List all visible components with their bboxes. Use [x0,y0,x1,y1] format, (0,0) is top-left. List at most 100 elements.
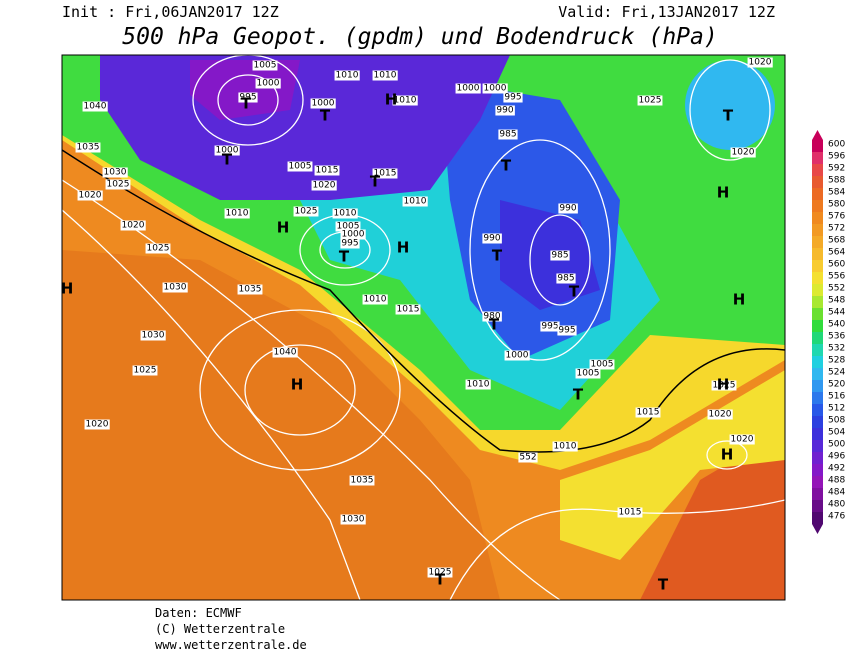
legend-swatch [812,476,823,488]
legend-swatch [812,284,823,296]
legend-swatch [812,320,823,332]
isobar-label-bg [498,129,518,140]
legend-level: 556 [828,272,845,282]
pressure-center: T [501,157,512,175]
isobar-label: 1030 [164,283,187,293]
legend-arrow-top [812,130,823,140]
legend-level: 500 [828,440,845,450]
legend-swatch [812,236,823,248]
isobar-label-bg [102,167,128,178]
legend-swatch [812,152,823,164]
isobar-label-bg [349,475,375,486]
isobar-label: 1035 [77,143,100,153]
pressure-center: T [489,316,500,334]
isobar-label: 1005 [289,162,312,172]
pressure-center: T [435,571,446,589]
legend-swatch [812,260,823,272]
isobar-label-bg [140,330,166,341]
isobar-label-bg [272,347,298,358]
isobar-label: 1020 [313,181,336,191]
pressure-center: T [339,248,350,266]
isobar-label-bg [589,359,615,370]
isobar-label-bg [729,434,755,445]
pressure-center: T [573,386,584,404]
isobar-label: 1010 [336,71,359,81]
isobar-label: 1020 [731,435,754,445]
isobar-label-bg [372,168,398,179]
isobar-label-bg [635,407,661,418]
isobar-label: 1010 [467,380,490,390]
isobar-label: 1010 [364,295,387,305]
legend-level: 564 [828,248,845,258]
isobar-label-bg [145,243,171,254]
legend-swatch [812,500,823,512]
isobar-label: 1030 [342,515,365,525]
legend-swatch [812,176,823,188]
pressure-center: H [277,219,290,237]
footer-line: (C) Wetterzentrale [155,622,285,636]
isobar-label-bg [518,452,538,463]
legend-level: 508 [828,416,845,426]
isobar-label: 1000 [484,84,507,94]
isobar-label-bg [504,350,530,361]
isobar-label-bg [105,179,131,190]
legend-level: 524 [828,368,845,378]
legend-swatch [812,428,823,440]
isobar-label: 985 [551,251,568,261]
isobar-label: 1025 [295,207,318,217]
isobar-label-bg [392,95,418,106]
valid-time: Valid: Fri,13JAN2017 12Z [558,3,775,21]
isobar-label: 1000 [457,84,480,94]
isobar-label: 1020 [732,148,755,158]
isobar-label-bg [362,294,388,305]
legend-level: 596 [828,152,845,162]
footer-line: www.wetterzentrale.de [155,638,307,652]
legend-arrow-bottom [812,524,823,534]
isobar-label-bg [707,409,733,420]
isobar-label-bg [372,70,398,81]
legend-swatch [812,248,823,260]
isobar-label: 1005 [591,360,614,370]
isobar-label-bg [395,304,421,315]
isobar-label: 1010 [226,209,249,219]
isobar-label: 1040 [274,348,297,358]
isobar-label-bg [120,220,146,231]
isobar-label: 1010 [554,442,577,452]
legend-swatch [812,308,823,320]
legend-level: 548 [828,296,845,306]
isobar-label: 1025 [639,96,662,106]
legend-swatch [812,404,823,416]
isobar-label: 1020 [86,420,109,430]
isobar-label-bg [238,92,258,103]
isobar-label: 1025 [107,180,130,190]
isobar-label: 1015 [637,408,660,418]
isobar-label: 1030 [142,331,165,341]
isobar-label-bg [556,273,576,284]
isobar-label-bg [495,105,515,116]
map-field [62,55,785,600]
pressure-center: H [717,184,730,202]
isobar-label-bg [503,92,523,103]
isobar-label-bg [332,208,358,219]
isobar-label-bg [557,325,577,336]
isobar-label-bg [287,161,313,172]
legend-swatch [812,188,823,200]
isobar-label-bg [730,147,756,158]
pressure-center: T [569,283,580,301]
isobar-label-bg [335,221,361,232]
legend-level: 572 [828,224,845,234]
isobar-label-bg [255,78,281,89]
isobar-label: 552 [519,453,536,463]
isobar-label-bg [617,507,643,518]
isobar-label: 1035 [351,476,374,486]
isobar-label: 1025 [429,568,452,578]
isobar-label-bg [310,98,336,109]
isobar-label-bg [465,379,491,390]
isobar-label: 990 [483,234,500,244]
isobar-label-bg [402,196,428,207]
pressure-center: T [492,247,503,265]
isobar-label-bg [637,95,663,106]
legend-swatch [812,488,823,500]
legend-swatch [812,512,823,524]
pressure-center: T [723,107,734,125]
